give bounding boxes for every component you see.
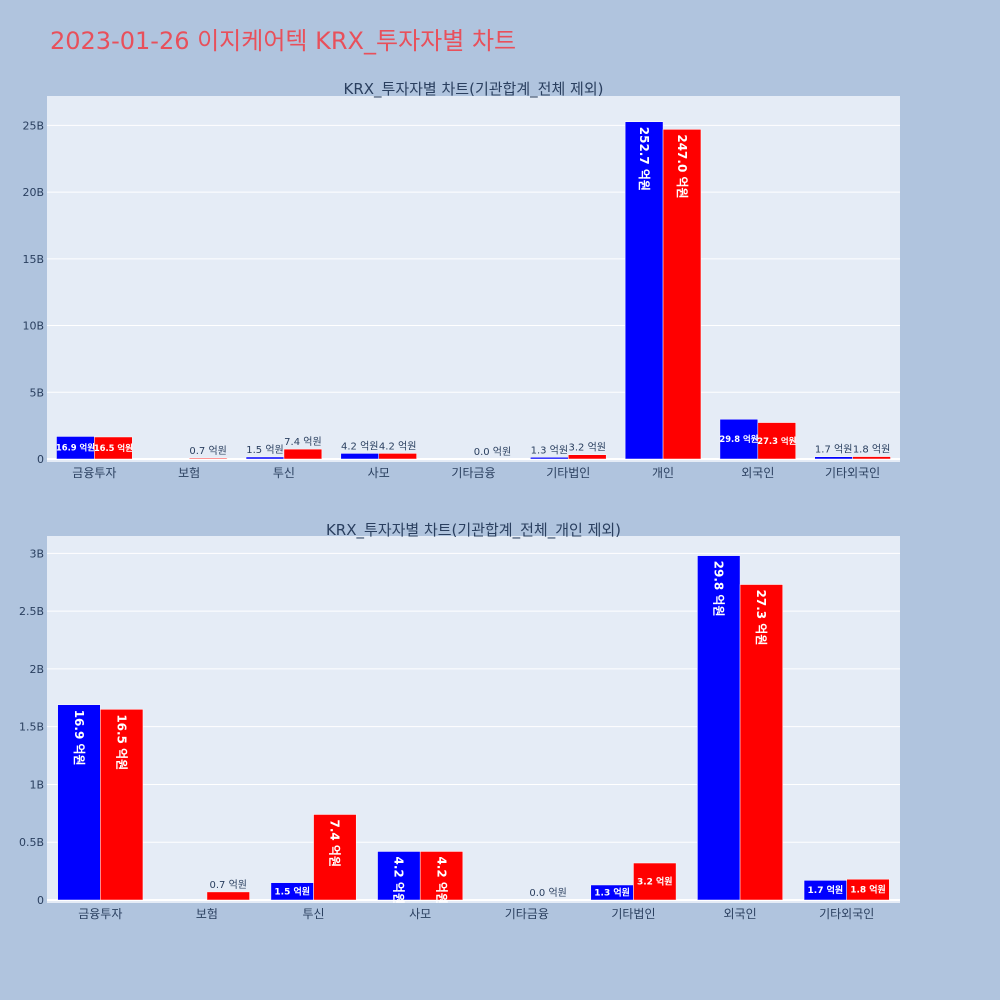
bar-value-label: 29.8 억원 (719, 434, 758, 444)
page-title: 2023-01-26 이지케어텍 KRX_투자자별 차트 (50, 27, 516, 55)
x-category-label: 개인 (652, 466, 674, 480)
buy-bar (245, 456, 285, 460)
bar-value-label: 0.0 억원 (474, 446, 511, 458)
bar-value-label: 27.3 억원 (757, 436, 796, 446)
x-category-label: 기타금융 (451, 466, 495, 480)
bar-value-label: 4.2 억원 (392, 856, 406, 904)
bar-value-label: 0.0 억원 (529, 887, 566, 899)
y-tick-label: 3B (29, 547, 44, 560)
sell-bar (283, 448, 323, 460)
sell-bar (94, 436, 133, 460)
y-tick-label: 5B (29, 386, 44, 399)
x-category-label: 금융투자 (78, 907, 122, 921)
sell-bar (313, 814, 357, 901)
y-tick-label: 10B (22, 320, 44, 333)
bar-value-label: 1.8 억원 (850, 884, 886, 896)
y-tick-label: 0.5B (19, 836, 44, 849)
y-tick-label: 2.5B (19, 605, 44, 618)
bar-value-label: 4.2 억원 (434, 856, 448, 904)
bar-value-label: 16.5 억원 (94, 443, 133, 453)
bar-value-label: 252.7 억원 (637, 127, 651, 191)
buy-bar (340, 453, 379, 460)
chart-title: KRX_투자자별 차트(기관합계_전체 제외) (344, 80, 604, 99)
sell-bar (757, 422, 796, 460)
bar-value-label: 4.2 억원 (341, 440, 378, 452)
sell-bar (633, 862, 677, 901)
bar-value-label: 1.5 억원 (274, 885, 310, 897)
sell-bar (739, 584, 783, 901)
y-tick-label: 0 (37, 453, 44, 466)
buy-bar (377, 851, 421, 901)
bar-value-label: 7.4 억원 (284, 436, 321, 448)
bar-value-label: 0.7 억원 (189, 445, 226, 457)
chart-panel-2: 0 0.5B 1B 1.5B 2B 2.5B 3B KRX_투자자별 차트(기관합계_전체_개… (19, 521, 900, 921)
buy-bar (530, 457, 569, 460)
y-tick-label: 0 (37, 894, 44, 907)
bar-value-label: 3.2 억원 (568, 442, 605, 454)
sell-bar (206, 891, 250, 901)
y-tick-label: 1.5B (19, 721, 44, 734)
x-category-label: 보험 (196, 907, 218, 921)
bar-value-label: 1.8 억원 (853, 444, 890, 456)
x-category-label: 사모 (368, 466, 390, 480)
bar-value-label: 16.9 억원 (56, 443, 95, 453)
y-tick-label: 25B (22, 119, 44, 132)
chart-root: 0 5B 10B 15B 20B 25B KRX_투자자별 차트(기관합계_전체 제외) 금융… (19, 80, 900, 921)
bar-value-label: 247.0 억원 (675, 134, 689, 198)
sell-bar (378, 453, 417, 460)
buy-bar (719, 418, 759, 460)
plot-area (47, 96, 900, 462)
sell-bar (568, 454, 607, 460)
bar-value-label: 29.8 억원 (712, 561, 726, 617)
y-tick-label: 1B (29, 778, 44, 791)
x-category-label: 외국인 (724, 907, 757, 921)
bar-value-label: 3.2 억원 (637, 876, 673, 888)
x-category-label: 사모 (409, 907, 431, 921)
sell-bar (100, 709, 144, 901)
buy-bar (814, 456, 853, 460)
bar-value-label: 1.7 억원 (808, 884, 844, 896)
x-category-label: 투신 (303, 907, 325, 921)
bar-value-label: 1.5 억원 (246, 444, 283, 456)
bar-value-label: 0.7 억원 (210, 879, 247, 891)
x-category-label: 외국인 (741, 466, 774, 480)
sell-bar (852, 456, 891, 460)
x-category-label: 투신 (273, 466, 295, 480)
y-tick-label: 2B (29, 663, 44, 676)
x-category-label: 기타외국인 (819, 907, 874, 921)
bar-value-label: 16.9 억원 (72, 710, 86, 766)
sell-bar (419, 851, 464, 901)
buy-bar (57, 704, 101, 901)
x-category-label: 기타외국인 (825, 466, 880, 480)
chart-panel-1: 0 5B 10B 15B 20B 25B KRX_투자자별 차트(기관합계_전체 제외) 금융… (22, 80, 900, 480)
x-category-label: 기타금융 (505, 907, 549, 921)
y-tick-label: 15B (22, 253, 44, 266)
x-category-label: 기타법인 (611, 907, 655, 921)
chart-title: KRX_투자자별 차트(기관합계_전체_개인 제외) (326, 521, 621, 540)
y-tick-label: 20B (22, 186, 44, 199)
sell-bar (846, 878, 890, 901)
bar-value-label: 4.2 억원 (379, 440, 416, 452)
x-category-label: 보험 (178, 466, 200, 480)
bar-value-label: 27.3 억원 (754, 590, 768, 646)
bar-value-label: 7.4 억원 (328, 819, 342, 867)
x-category-label: 기타법인 (546, 466, 590, 480)
buy-bar (697, 555, 741, 901)
bar-value-label: 1.7 억원 (815, 444, 852, 456)
bar-value-label: 16.5 억원 (114, 714, 128, 770)
sell-bar (188, 457, 228, 460)
bar-value-label: 1.3 억원 (594, 886, 630, 898)
sell-bar (662, 129, 702, 460)
bar-value-label: 1.3 억원 (531, 444, 568, 456)
x-category-label: 금융투자 (72, 466, 116, 480)
buy-bar (624, 121, 664, 460)
